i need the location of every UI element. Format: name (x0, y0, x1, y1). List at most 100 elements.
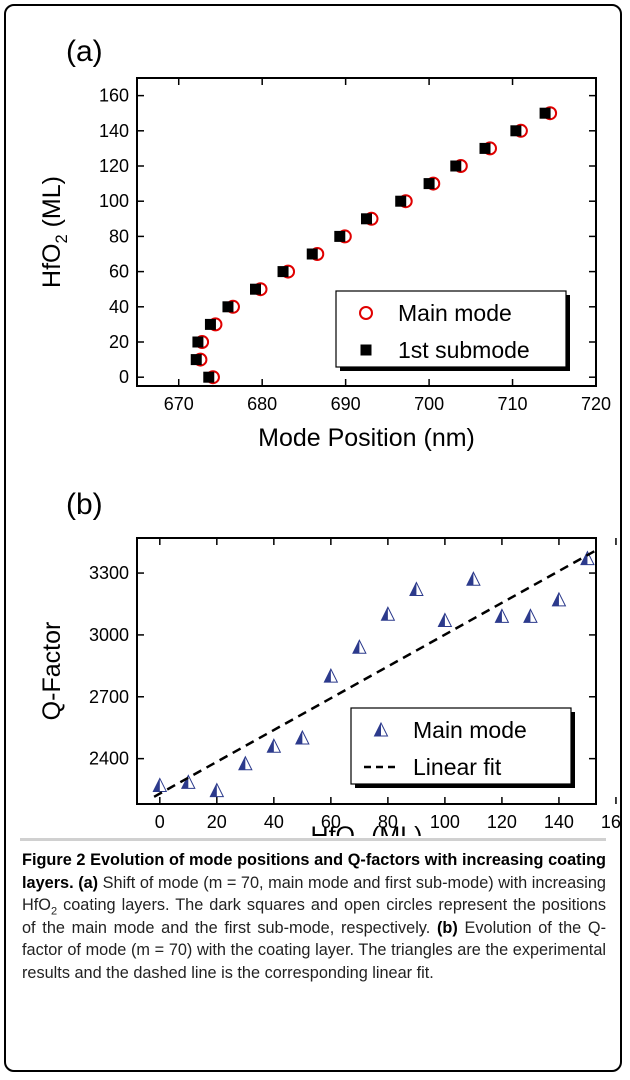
caption-text: Figure 2 Evolution of mode positions and… (22, 849, 606, 985)
submode-point (450, 160, 462, 172)
caption-a-label: (a) (78, 873, 99, 892)
triangle-fill (438, 613, 445, 627)
x-tick-label: 20 (207, 812, 227, 832)
x-tick-label: 120 (487, 812, 517, 832)
figure-caption: Figure 2 Evolution of mode positions and… (20, 838, 606, 1064)
triangle-fill (324, 669, 331, 683)
main-mode-point (523, 608, 538, 623)
main-mode-point (181, 774, 196, 789)
legend-box (350, 707, 572, 785)
submode-point (395, 195, 407, 207)
caption-a-text-1: Shift of mode (m = 70, main mode and fir… (22, 873, 606, 915)
triangle-fill (552, 592, 559, 606)
plot-frame (136, 537, 597, 805)
main-mode-point (323, 668, 339, 683)
y-tick-label: 2700 (89, 687, 129, 707)
y-tick-label: 2400 (89, 749, 129, 769)
y-axis-title: Q-Factor (38, 622, 66, 721)
x-tick-label: 680 (247, 394, 277, 414)
x-tick-label: 80 (378, 812, 398, 832)
triangle-fill (295, 731, 303, 745)
figure-frame: (a) 670 680 690 700 710 720 0 20 40 60 80 100 120 140 1… (4, 4, 622, 1072)
y-tick-label: 140 (99, 121, 129, 141)
y-tick-label: 20 (109, 332, 129, 352)
submode-point (203, 371, 215, 383)
submode-point (423, 178, 435, 190)
triangle-fill (153, 778, 160, 792)
legend-marker-main-mode (359, 306, 373, 320)
panel-label: (b) (66, 488, 103, 521)
x-tick-label: 100 (430, 812, 460, 832)
x-tick-label: 40 (264, 812, 284, 832)
main-mode-point (238, 755, 253, 771)
main-mode-point (152, 777, 168, 792)
main-mode-point (266, 738, 282, 753)
triangle-fill (267, 739, 274, 753)
submode-point (361, 213, 372, 225)
x-tick-label: 690 (331, 394, 361, 414)
main-mode-point (437, 612, 453, 627)
y-tick-label: 120 (99, 156, 129, 176)
y-tick-label: 100 (99, 191, 129, 211)
main-mode-point (409, 581, 424, 597)
triangle-fill (580, 551, 588, 565)
main-mode-point (494, 608, 510, 623)
y-tick-label: 160 (99, 86, 129, 106)
submode-point (334, 230, 346, 242)
submode-point (277, 266, 289, 278)
chart-panel-a: (a) 670 680 690 700 710 720 0 20 40 60 80 100 120 140 1… (38, 35, 611, 452)
legend-marker-submode (360, 344, 372, 356)
linear-fit-line (153, 549, 597, 798)
submode-point (250, 283, 262, 295)
main-mode-point (380, 606, 396, 621)
triangle-fill (495, 609, 502, 623)
y-tick-label: 3300 (89, 563, 129, 583)
y-tick-label: 3000 (89, 625, 129, 645)
submode-point (306, 248, 318, 260)
legend-label: Main mode (413, 717, 527, 743)
triangle-fill (352, 640, 360, 654)
triangle-fill (381, 607, 388, 621)
y-tick-label: 60 (109, 262, 129, 282)
y-tick-label: 0 (119, 367, 129, 387)
x-axis-title: Mode Position (nm) (258, 424, 475, 452)
x-tick-label: 140 (544, 812, 574, 832)
main-mode-point (580, 550, 595, 566)
x-axis-title: HfO2 (ML) (311, 822, 423, 836)
x-tick-label: 700 (414, 394, 444, 414)
caption-a-text-2: coating layers. The dark squares and ope… (22, 896, 606, 937)
triangle-fill (523, 609, 531, 623)
legend-label: Linear fit (413, 754, 502, 780)
triangle-fill (409, 582, 417, 596)
caption-a-subscript: 2 (50, 905, 58, 918)
legend-label: 1st submode (398, 337, 530, 363)
main-mode-point (352, 639, 367, 654)
y-axis-title: HfO2 (ML) (38, 176, 71, 288)
submode-point (204, 318, 216, 330)
y-tick-label: 40 (109, 297, 129, 317)
main-mode-point (551, 591, 567, 607)
x-tick-label: 60 (321, 812, 341, 832)
caption-b-text: Evolution of the Q-factor of mode (m = 7… (22, 918, 606, 982)
x-tick-label: 720 (581, 394, 611, 414)
main-mode-point (466, 571, 481, 586)
y-tick-label: 80 (109, 226, 129, 246)
legend-label: Main mode (398, 300, 512, 326)
legend-marker-triangle (374, 723, 381, 736)
chart-panel-b: (b) 0 20 40 60 80 100 120 140 160 2400 2700 3000 3300… (38, 488, 620, 836)
caption-title: Figure 2 Evolution of mode positions and… (22, 851, 606, 892)
x-tick-label: 710 (498, 394, 528, 414)
triangle-fill (210, 783, 217, 797)
panel-label: (a) (66, 35, 103, 68)
main-mode-point (295, 729, 310, 745)
submode-point (510, 125, 522, 137)
submode-point (539, 107, 551, 119)
triangle-fill (466, 572, 474, 586)
caption-b-label: (b) (437, 918, 458, 937)
plot-frame (136, 77, 597, 387)
triangle-fill (238, 756, 246, 770)
submode-point (222, 301, 234, 313)
x-tick-label: 670 (164, 394, 194, 414)
main-mode-point (209, 782, 225, 798)
x-tick-label: 0 (155, 812, 165, 832)
